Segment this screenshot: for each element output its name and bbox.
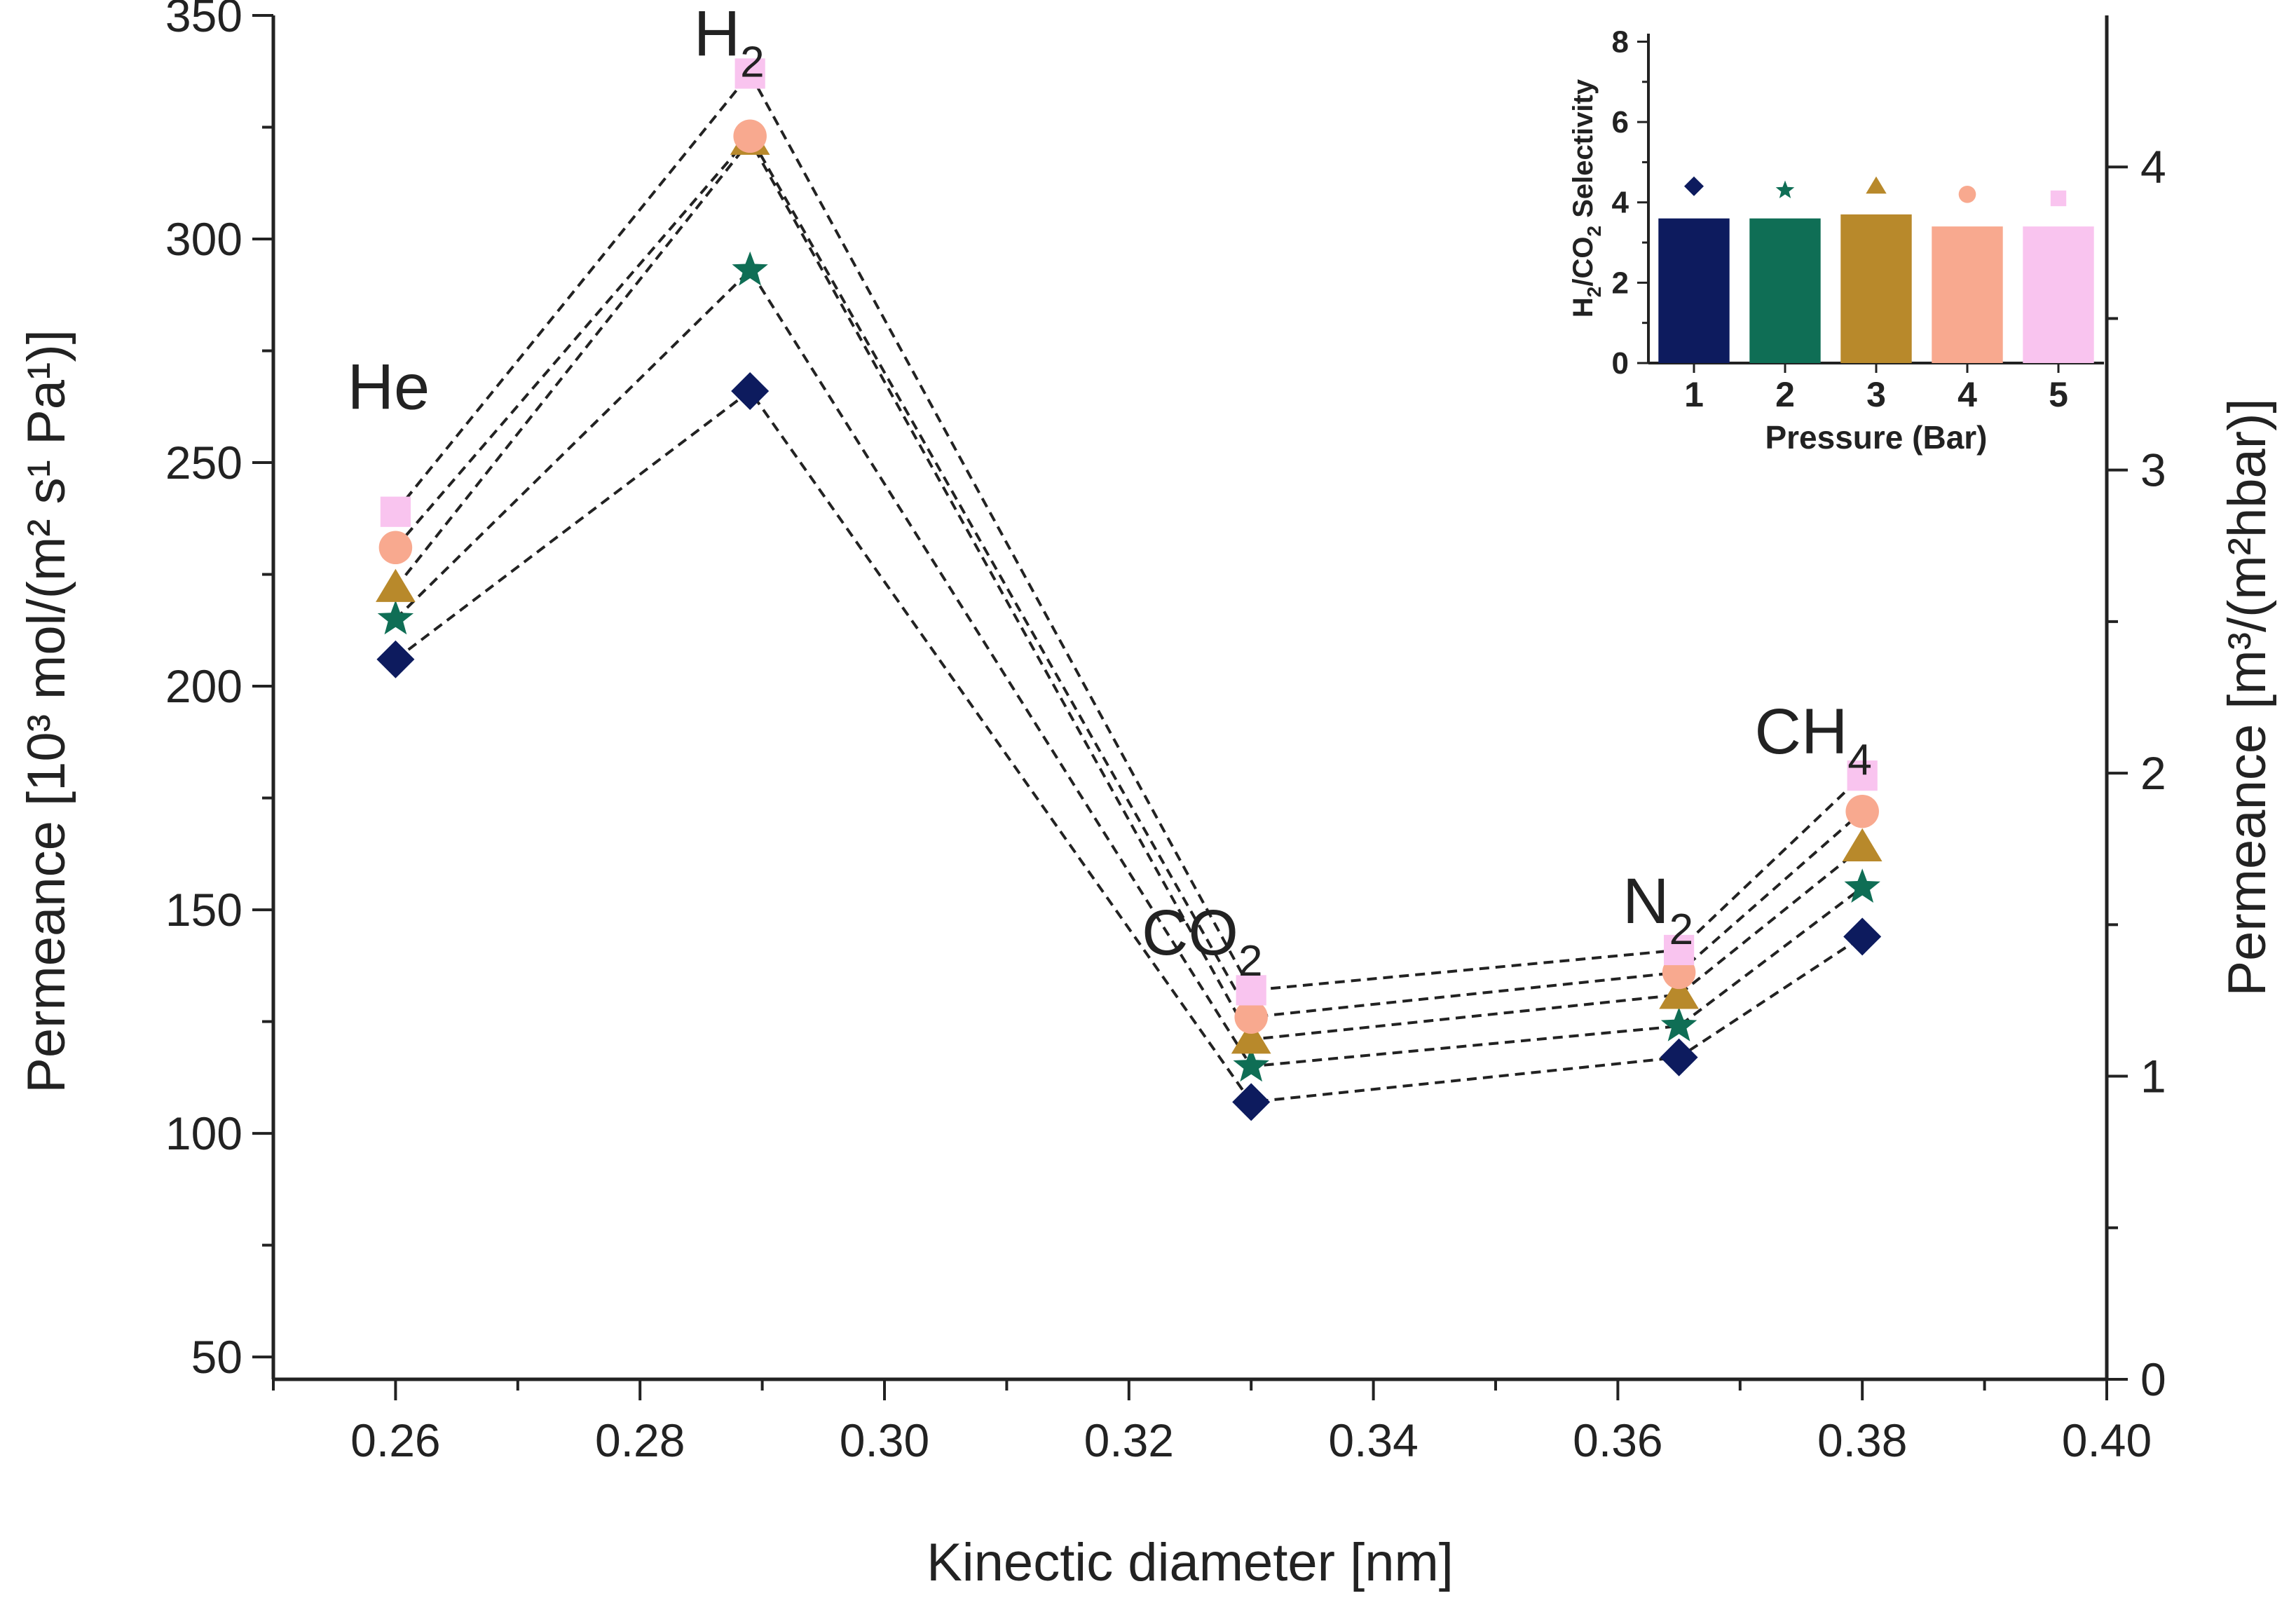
y-right-tick-label: 2: [2140, 747, 2166, 799]
y-left-tick-label: 50: [191, 1331, 242, 1383]
x-tick-label: 0.26: [350, 1414, 440, 1466]
series-line: [395, 389, 1864, 1104]
y-left-axis-title: Permeance [10³ mol/(m² s¹ Pa¹)]: [17, 329, 76, 1093]
y-left-tick-label: 300: [165, 213, 242, 265]
y-right-tick-label: 1: [2140, 1051, 2166, 1102]
y-left-tick-label: 150: [165, 884, 242, 936]
inset-x-tick-label: 2: [1775, 375, 1795, 414]
square-point: [1236, 975, 1266, 1006]
y-left-tick-label: 250: [165, 437, 242, 489]
inset-marker-2: [1775, 180, 1795, 198]
triangle-point: [1842, 828, 1882, 861]
inset-y-tick-label: 6: [1612, 105, 1629, 139]
inset-x-tick-label: 4: [1957, 375, 1977, 414]
diamond-point: [376, 640, 415, 678]
circle-point: [733, 119, 767, 153]
star-point: [1660, 1007, 1697, 1041]
inset-y-tick-label: 4: [1612, 186, 1629, 220]
inset-bar-3: [1840, 214, 1912, 363]
diamond-point: [1232, 1083, 1271, 1121]
inset-bar-2: [1749, 218, 1821, 363]
y-left-tick-label: 350: [165, 0, 242, 41]
y-right-axis-title: Permeance [m³/(m²hbar)]: [2218, 398, 2277, 996]
inset-x-axis-title: Pressure (Bar): [1765, 419, 1987, 456]
inset-bar-5: [2023, 226, 2094, 363]
diamond-point: [1660, 1038, 1698, 1077]
triangle-point: [376, 568, 416, 602]
diamond-point: [731, 371, 770, 410]
star-point: [1233, 1047, 1269, 1082]
inset-bar-4: [1932, 226, 2003, 363]
y-left-tick-label: 100: [165, 1107, 242, 1159]
y-right-tick-label: 4: [2140, 141, 2166, 193]
inset-y-tick-label: 8: [1612, 25, 1629, 59]
inset-x-tick-label: 5: [2049, 375, 2068, 414]
star-point: [377, 600, 414, 635]
x-tick-label: 0.38: [1817, 1414, 1907, 1466]
x-tick-label: 0.40: [2062, 1414, 2152, 1466]
y-left-tick-label: 200: [165, 660, 242, 712]
y-right-tick-label: 3: [2140, 444, 2166, 496]
inset-marker-1: [1684, 176, 1704, 196]
main-plot: 0.26 0.28 0.30 0.32 0.34 0.36 0.38 0.4050100150…: [17, 0, 2277, 1592]
x-tick-label: 0.36: [1573, 1414, 1662, 1466]
x-tick-label: 0.34: [1328, 1414, 1418, 1466]
selectivity-inset: 0 2 4 6 8 1 2 3 4 5 Pressure (Bar) H2/CO2 Selectivi…: [1568, 25, 2104, 456]
gas-label-He: He: [348, 351, 430, 423]
inset-x-tick-label: 1: [1684, 375, 1704, 414]
gas-label-H2: H2: [694, 0, 765, 86]
square-point: [1847, 760, 1878, 791]
series-line: [394, 71, 1864, 992]
circle-point: [378, 531, 413, 565]
diamond-point: [1843, 917, 1882, 956]
inset-marker-5: [2050, 190, 2067, 207]
inset-bar-1: [1658, 218, 1730, 363]
gas-label-CO2: CO2: [1142, 897, 1262, 985]
circle-point: [1845, 794, 1879, 828]
x-tick-label: 0.28: [595, 1414, 685, 1466]
inset-y-axis-title: H2/CO2 Selectivity: [1568, 78, 1605, 317]
square-point: [1664, 934, 1695, 966]
x-tick-label: 0.32: [1084, 1414, 1174, 1466]
inset-marker-4: [1958, 185, 1976, 203]
inset-x-tick-label: 3: [1866, 375, 1886, 414]
square-point: [734, 58, 765, 89]
star-point: [732, 251, 768, 286]
triangle-point: [1659, 976, 1699, 1009]
series-line: [394, 268, 1864, 1068]
inset-y-tick-label: 2: [1612, 266, 1629, 300]
x-tick-label: 0.30: [840, 1414, 929, 1466]
gas-label-CH4: CH4: [1755, 696, 1872, 784]
x-axis-title: Kinectic diameter [nm]: [927, 1533, 1454, 1592]
triangle-point: [1231, 1020, 1271, 1054]
inset-marker-3: [1866, 176, 1887, 194]
gas-label-N2: N2: [1622, 866, 1693, 954]
y-right-tick-label: 0: [2140, 1353, 2166, 1405]
star-point: [1844, 868, 1880, 903]
circle-point: [1234, 1000, 1268, 1034]
square-point: [380, 496, 411, 527]
inset-y-tick-label: 0: [1612, 346, 1629, 381]
